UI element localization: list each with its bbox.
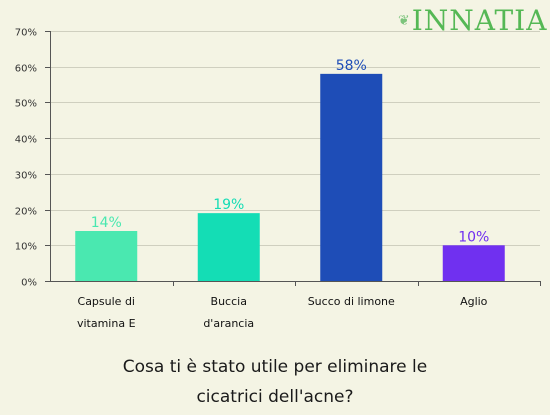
x-tick-label: Capsule di	[78, 295, 135, 308]
y-tick-label: 60%	[15, 64, 37, 75]
x-tick-label: vitamina E	[77, 317, 136, 330]
y-tick-label: 10%	[15, 242, 37, 253]
x-tick-label: Succo di limone	[308, 295, 395, 308]
bar	[197, 213, 260, 281]
x-tick-label: Aglio	[460, 295, 488, 308]
data-label: 58%	[336, 58, 367, 74]
y-tick-label: 70%	[15, 28, 37, 39]
x-tick-label: d'arancia	[203, 317, 254, 330]
x-tick-label: Buccia	[211, 295, 247, 308]
bar	[75, 231, 138, 281]
innatia-logo: ❦ INNATIA ❧	[396, 4, 550, 38]
bar	[442, 245, 505, 281]
data-label: 14%	[91, 215, 122, 231]
data-label: 10%	[458, 229, 489, 245]
bar	[320, 73, 383, 281]
logo-text: INNATIA	[411, 4, 548, 37]
logo-ornament-left-icon: ❦	[398, 13, 410, 29]
question-text: Cosa ti è stato utile per eliminare le c…	[122, 357, 428, 407]
data-label: 19%	[213, 197, 244, 213]
y-tick-label: 20%	[15, 207, 37, 218]
y-tick-label: 30%	[15, 171, 37, 182]
y-tick-label: 0%	[21, 278, 37, 289]
y-tick-label: 40%	[15, 135, 37, 146]
y-tick-label: 50%	[15, 99, 37, 110]
